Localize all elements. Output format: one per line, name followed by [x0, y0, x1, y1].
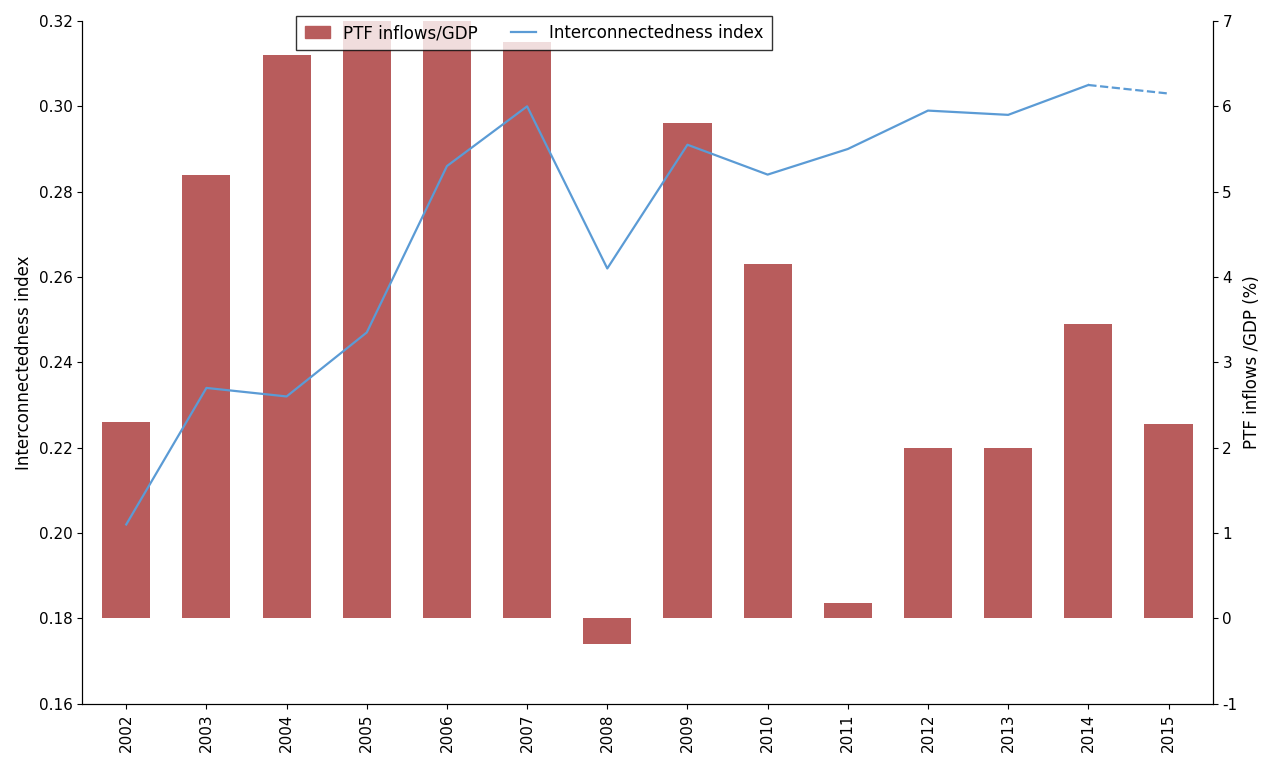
Bar [503, 42, 551, 618]
Legend: PTF inflows/GDP, Interconnectedness index: PTF inflows/GDP, Interconnectedness inde… [296, 15, 772, 51]
Bar [1064, 324, 1113, 618]
Bar [903, 448, 952, 618]
Bar [263, 55, 310, 618]
Bar [102, 422, 151, 618]
Bar [422, 0, 471, 618]
Bar [583, 618, 632, 644]
Bar [1145, 423, 1193, 618]
Bar [744, 264, 791, 618]
Bar [984, 448, 1032, 618]
Bar [343, 0, 390, 618]
Y-axis label: PTF inflows /GDP (%): PTF inflows /GDP (%) [1243, 275, 1261, 449]
Bar [824, 603, 872, 618]
Bar [182, 175, 231, 618]
Bar [664, 123, 712, 618]
Y-axis label: Interconnectedness index: Interconnectedness index [15, 255, 33, 469]
